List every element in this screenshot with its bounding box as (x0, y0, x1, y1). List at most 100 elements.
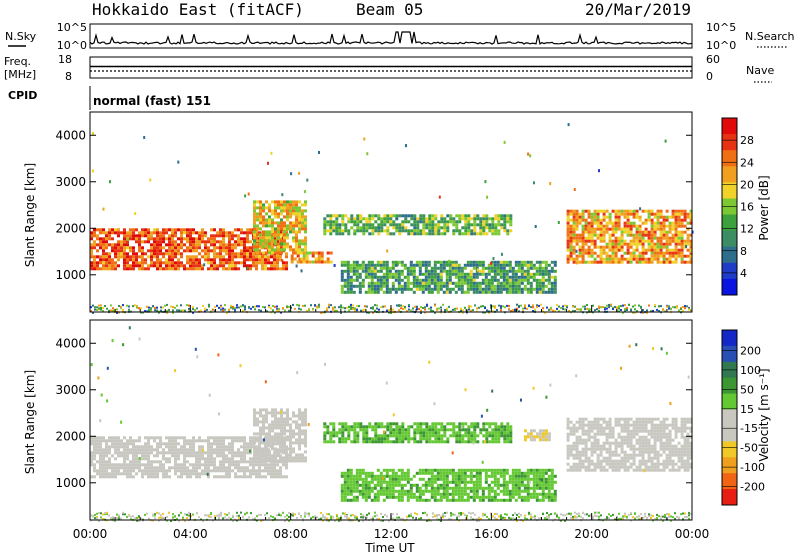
power-cell (505, 272, 509, 276)
power-cell (183, 243, 186, 247)
vel-cell (356, 422, 360, 426)
power-cell (274, 221, 277, 225)
vel-cell (451, 477, 455, 481)
power-cell (424, 272, 428, 276)
vel-cell (469, 468, 473, 472)
vel-cell (389, 440, 393, 444)
vel-cell (361, 492, 365, 496)
vel-cell (240, 475, 243, 479)
vel-cell (280, 420, 283, 424)
power-cell (350, 217, 354, 221)
power-cell (635, 239, 639, 243)
power-cell (295, 209, 298, 213)
power-cell (376, 269, 380, 273)
power-cell (602, 212, 606, 216)
power-cell (295, 239, 298, 243)
power-cell (189, 231, 192, 235)
freq-label-line1: Freq. (4, 55, 31, 68)
power-clutter-cell (626, 307, 628, 309)
power-cell (168, 228, 171, 232)
power-cell (195, 255, 198, 259)
vel-cell (286, 459, 289, 463)
vel-cell (457, 468, 461, 472)
power-speckle (189, 261, 192, 265)
vel-cell (93, 475, 96, 479)
power-cell (186, 261, 189, 265)
vel-cell (355, 498, 359, 502)
power-cell (305, 254, 309, 258)
power-cell (656, 239, 660, 243)
vel-cell (383, 437, 387, 441)
power-cell (497, 232, 501, 236)
vel-cell (461, 422, 465, 426)
power-cell (138, 261, 141, 265)
vel-cell (487, 492, 491, 496)
power-cell (605, 242, 609, 246)
power-cell (460, 269, 464, 273)
power-cell (629, 212, 633, 216)
vel-cell (129, 472, 132, 476)
power-clutter-cell (264, 306, 266, 309)
power-cell (120, 246, 123, 250)
power-clutter-cell (634, 308, 636, 311)
power-clutter-cell (416, 308, 418, 311)
power-ytick-label: 3000 (55, 175, 86, 189)
power-cell (617, 212, 621, 216)
power-cell (285, 252, 288, 256)
power-cell (494, 229, 498, 233)
vel-cell (105, 466, 108, 470)
power-cell (277, 221, 280, 225)
power-cell (499, 284, 503, 288)
power-cell (566, 236, 570, 240)
vel-cell (256, 450, 259, 454)
vel-cell (240, 466, 243, 470)
power-cell (289, 248, 292, 252)
power-cell (481, 269, 485, 273)
vel-cell (500, 422, 504, 426)
power-cell (240, 252, 243, 256)
power-cell (575, 233, 579, 237)
power-cell (93, 228, 96, 232)
vel-cell (183, 466, 186, 470)
power-cell (280, 212, 283, 216)
vel-cell (90, 436, 93, 440)
vel-cell (222, 448, 225, 452)
vel-cell (279, 466, 282, 470)
power-cell (473, 226, 477, 230)
vel-cell (177, 436, 180, 440)
power-cell (234, 246, 237, 250)
power-cell (395, 214, 399, 218)
power-cell (395, 229, 399, 233)
power-cell (105, 243, 108, 247)
vel-cell (271, 444, 274, 448)
power-cell (665, 260, 669, 264)
power-cell (689, 245, 693, 249)
vel-cell (497, 428, 501, 432)
power-clutter-cell (510, 310, 512, 312)
power-cell (638, 236, 642, 240)
date-title: 20/Mar/2019 (585, 0, 691, 19)
vel-cell (406, 492, 410, 496)
power-cell (665, 257, 669, 261)
vel-cell (138, 451, 141, 455)
power-cell (647, 209, 651, 213)
vel-cell (371, 437, 375, 441)
vel-cell (138, 466, 141, 470)
vel-cell (374, 434, 378, 438)
vel-cell (409, 486, 413, 490)
power-cell (352, 284, 356, 288)
power-cell (608, 242, 612, 246)
power-cell (259, 239, 262, 243)
power-cell (385, 290, 389, 294)
vel-cell (234, 466, 237, 470)
power-cell (686, 242, 690, 246)
power-cell (614, 248, 618, 252)
power-cell (108, 267, 111, 271)
power-cell (602, 239, 606, 243)
vel-cell (487, 468, 491, 472)
power-clutter-cell (348, 309, 350, 312)
power-cell (578, 233, 582, 237)
vel-cell (490, 486, 494, 490)
power-cell (656, 254, 660, 258)
vel-cell (231, 445, 234, 449)
